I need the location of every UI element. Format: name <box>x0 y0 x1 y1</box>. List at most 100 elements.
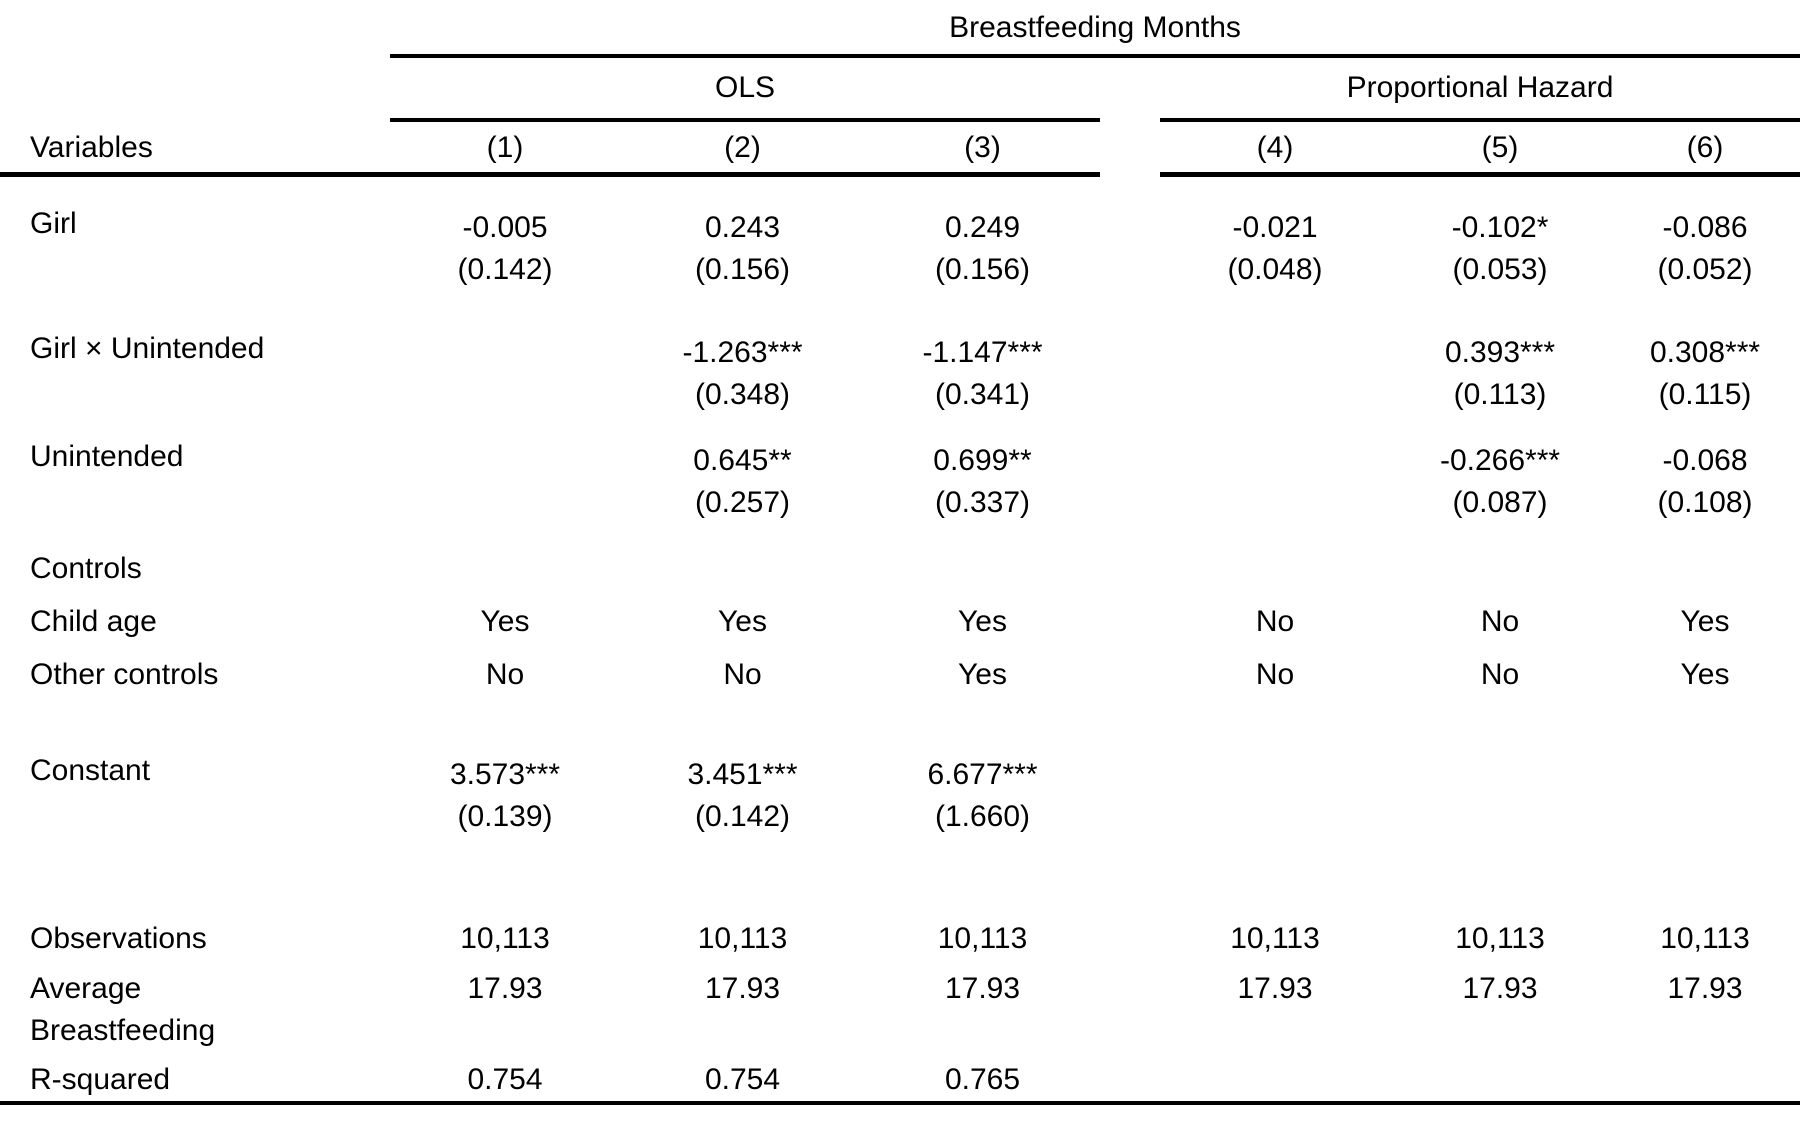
cell-unint-col1 <box>390 434 620 542</box>
cell-avg-col3: 17.93 <box>865 968 1100 1058</box>
coef-se: (0.087) <box>1452 486 1548 519</box>
cell-constant-col6 <box>1610 702 1800 892</box>
coef-se: (0.142) <box>457 252 553 286</box>
table-row-girl-x-unintended: Girl × Unintended -1.263*** (0.348) -1.1… <box>0 326 1800 434</box>
coef-value: -0.102* <box>1451 210 1549 244</box>
coef-value: -1.147*** <box>922 336 1043 369</box>
coef-value: -0.005 <box>462 210 548 244</box>
cell-childage-col4: No <box>1255 605 1295 638</box>
coef-se <box>390 482 620 524</box>
gap-spacer-cell <box>1100 174 1160 326</box>
column-header-3: (3) <box>865 120 1100 177</box>
coef-value: -0.068 <box>1662 444 1748 477</box>
coef-se: (0.341) <box>934 378 1031 411</box>
stat-value: 17.93 <box>1462 972 1538 1005</box>
coef-se <box>1160 374 1390 416</box>
table-row-girl: Girl -0.005 (0.142) 0.243 (0.156) 0.249 … <box>0 174 1800 326</box>
empty-cell <box>1610 542 1800 596</box>
coef-se <box>1390 796 1610 838</box>
cell-girl-col2: 0.243 (0.156) <box>620 174 865 326</box>
cell-rsq-col6 <box>1610 1058 1800 1105</box>
coef-se: (0.156) <box>694 252 791 286</box>
cell-constant-col5 <box>1390 702 1610 892</box>
cell-rsq-col4 <box>1160 1058 1390 1105</box>
cell-gxu-col3: -1.147*** (0.341) <box>865 326 1100 434</box>
coef-se: (0.115) <box>1658 378 1752 411</box>
cell-othercontrols-col6: Yes <box>1680 658 1730 691</box>
cell-childage-col2: Yes <box>718 605 767 638</box>
row-label-r-squared: R-squared <box>0 1058 390 1105</box>
group-header-row: OLS Proportional Hazard <box>0 56 1800 122</box>
coef-value: 3.451*** <box>687 758 798 791</box>
cell-obs-col1: 10,113 <box>460 922 550 955</box>
empty-cell <box>1160 542 1390 596</box>
coef-value: 0.645** <box>693 444 792 477</box>
gap-spacer-cell <box>1100 434 1160 542</box>
cell-avg-col1: 17.93 <box>390 968 620 1058</box>
coef-value: 0.243 <box>704 210 781 244</box>
coef-value <box>1610 754 1800 796</box>
gap-spacer-cell <box>1100 56 1160 120</box>
cell-unint-col4 <box>1160 434 1390 542</box>
stat-value: 17.93 <box>1667 972 1743 1005</box>
cell-constant-col1: 3.573*** (0.139) <box>390 702 620 892</box>
column-number-row: Variables (1) (2) (3) (4) (5) (6) <box>0 120 1800 177</box>
coef-se: (0.142) <box>694 800 791 833</box>
coef-value: 6.677*** <box>927 758 1038 791</box>
cell-avg-col2: 17.93 <box>620 968 865 1058</box>
cell-avg-col5: 17.93 <box>1390 968 1610 1058</box>
coef-se: (0.337) <box>934 486 1031 519</box>
cell-obs-col4: 10,113 <box>1230 922 1320 955</box>
column-header-6: (6) <box>1610 120 1800 177</box>
coef-value: 0.699** <box>933 444 1032 477</box>
empty-cell <box>1390 542 1610 596</box>
coef-se <box>1160 796 1390 838</box>
coef-value <box>1160 440 1390 482</box>
coef-se: (0.257) <box>694 486 791 519</box>
section-label-controls: Controls <box>30 552 142 585</box>
coef-value <box>390 332 620 374</box>
cell-obs-col6: 10,113 <box>1660 922 1750 955</box>
group-header-proportional-hazard: Proportional Hazard <box>1160 56 1800 122</box>
cell-unint-col2: 0.645** (0.257) <box>620 434 865 542</box>
cell-obs-col2: 10,113 <box>697 922 788 955</box>
row-label-other-controls: Other controls <box>30 658 219 691</box>
cell-obs-col3: 10,113 <box>937 922 1028 955</box>
table-title: Breastfeeding Months <box>390 0 1800 58</box>
cell-unint-col6: -0.068 (0.108) <box>1610 434 1800 542</box>
table-row-other-controls: Other controls No No Yes No No Yes <box>0 648 1800 702</box>
cell-obs-col5: 10,113 <box>1455 922 1545 955</box>
cell-gxu-col6: 0.308*** (0.115) <box>1610 326 1800 434</box>
coef-se: (1.660) <box>934 800 1031 833</box>
cell-othercontrols-col4: No <box>1255 658 1295 691</box>
stat-value: 17.93 <box>704 972 781 1005</box>
cell-girl-col3: 0.249 (0.156) <box>865 174 1100 326</box>
gap-spacer-cell <box>1100 326 1160 434</box>
row-label-unintended: Unintended <box>30 440 184 473</box>
gap-spacer-cell <box>1100 1058 1160 1105</box>
coef-se <box>1610 796 1800 838</box>
coef-value: 0.393*** <box>1444 336 1556 369</box>
cell-girl-col6: -0.086 (0.052) <box>1610 174 1800 326</box>
cell-gxu-col2: -1.263*** (0.348) <box>620 326 865 434</box>
gap-spacer-cell <box>1100 892 1160 968</box>
row-label-constant: Constant <box>30 754 151 787</box>
coef-se: (0.113) <box>1453 378 1547 411</box>
empty-cell <box>865 542 1100 596</box>
table-title-row: Breastfeeding Months <box>0 0 1800 58</box>
cell-unint-col5: -0.266*** (0.087) <box>1390 434 1610 542</box>
cell-othercontrols-col5: No <box>1480 658 1520 691</box>
coef-se: (0.052) <box>1657 252 1753 286</box>
row-label-text: Average Breastfeeding <box>30 972 216 1047</box>
cell-rsq-col3: 0.765 <box>865 1058 1100 1105</box>
cell-childage-col5: No <box>1480 605 1520 638</box>
gap-spacer-cell <box>1100 542 1160 596</box>
table-row-child-age: Child age Yes Yes Yes No No Yes <box>0 596 1800 648</box>
table-row-observations: Observations 10,113 10,113 10,113 10,113… <box>0 892 1800 968</box>
coef-se: (0.053) <box>1452 252 1548 286</box>
coef-value: 0.308*** <box>1649 336 1761 369</box>
group-header-ols: OLS <box>390 56 1100 122</box>
cell-othercontrols-col2: No <box>723 658 762 691</box>
cell-childage-col6: Yes <box>1680 605 1730 638</box>
